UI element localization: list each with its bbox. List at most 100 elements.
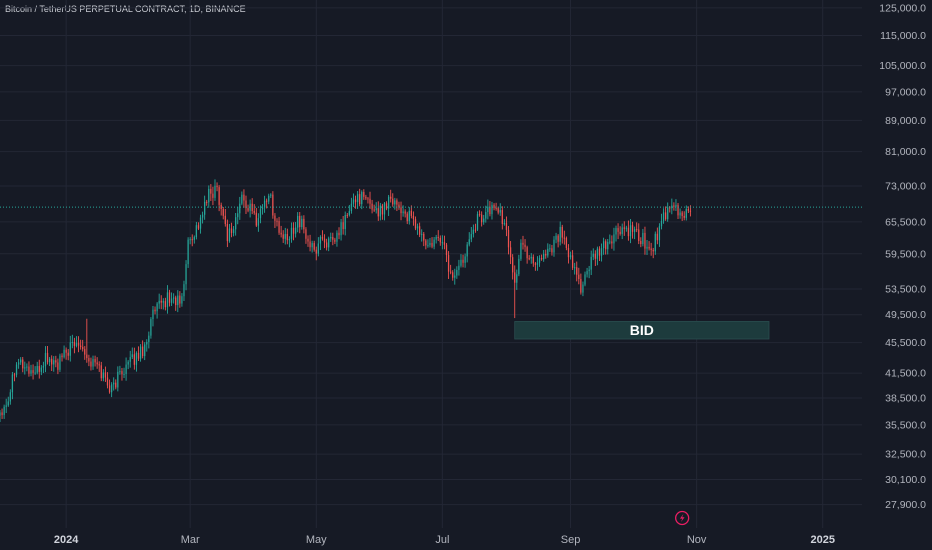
candle [42, 361, 45, 374]
candle [239, 196, 241, 220]
candle [681, 210, 683, 222]
candle-body [32, 370, 34, 373]
candle [363, 189, 365, 200]
candle [433, 237, 435, 250]
candle [580, 273, 582, 295]
candle [474, 223, 477, 233]
candle-body [592, 253, 594, 257]
candle [518, 254, 520, 277]
candle-body [538, 258, 541, 263]
candle [633, 226, 636, 240]
candle [286, 228, 288, 245]
candle-body [57, 362, 59, 370]
candle-body [243, 194, 245, 201]
candle-body [359, 194, 361, 205]
candle [216, 182, 218, 192]
candle [181, 293, 183, 307]
candle-body [425, 240, 427, 246]
price-axis[interactable]: 125,000.0 115,000.0 105,000.0 97,000.0 89,00… [862, 0, 932, 550]
candle [549, 244, 551, 252]
candle-body [336, 232, 338, 242]
candle-body [427, 245, 429, 247]
candle-body [152, 309, 154, 320]
candle [342, 215, 344, 235]
candle [309, 234, 311, 252]
candle-body [245, 200, 247, 209]
price-tick-label: 27,900.0 [885, 499, 926, 511]
candle-body [100, 365, 102, 379]
candle-body [412, 215, 415, 220]
candle [251, 198, 253, 215]
candle-body [123, 374, 125, 376]
candle [100, 361, 102, 382]
candle-body [127, 361, 129, 365]
candle-body [476, 214, 479, 230]
candle-body [468, 239, 470, 245]
candle-body [561, 226, 563, 238]
candle [456, 266, 458, 279]
candle-body [605, 241, 607, 250]
candle [385, 201, 388, 211]
candle-body [456, 269, 458, 276]
candle [361, 190, 363, 210]
candle [414, 216, 417, 231]
candle [133, 347, 136, 370]
candle-body [268, 195, 270, 202]
candle-body [524, 244, 526, 248]
candle-body [449, 271, 452, 273]
candle [478, 210, 481, 217]
candle [208, 185, 210, 208]
candle [268, 193, 270, 205]
candle-body [294, 227, 297, 234]
candle-body [249, 203, 251, 211]
bid-zone-label: BID [630, 322, 654, 338]
candle [172, 293, 175, 304]
lightning-icon-ring [675, 510, 690, 526]
candle-body [543, 254, 545, 260]
candle [3, 404, 5, 419]
candle [431, 237, 433, 249]
candle [625, 225, 627, 232]
candle-body [625, 227, 627, 229]
time-axis-bg [0, 528, 932, 550]
candle-body [162, 301, 164, 303]
candle-body [627, 227, 630, 237]
candle [274, 213, 276, 228]
candle-body [290, 227, 293, 239]
candle [356, 191, 359, 210]
candle-body [36, 366, 38, 373]
candle-body [369, 198, 371, 204]
candle-body [631, 225, 634, 232]
candle [582, 281, 584, 297]
candle-body [613, 234, 615, 244]
candle-body [574, 267, 576, 269]
candle-body [660, 220, 663, 227]
candle [505, 216, 508, 237]
candle-body [55, 360, 57, 363]
candle [20, 357, 22, 365]
candle-body [210, 188, 212, 194]
candle-body [92, 359, 94, 367]
candle-body [71, 341, 73, 343]
candle-body [545, 254, 547, 256]
candle-body [133, 354, 136, 365]
price-tick-label: 81,000.0 [885, 146, 926, 158]
candle [667, 202, 669, 222]
candle-body [528, 258, 530, 260]
candle-body [26, 366, 28, 368]
candle [226, 219, 229, 248]
candle [321, 230, 324, 241]
candle-body [212, 193, 214, 198]
candle [220, 202, 222, 216]
candle [602, 237, 605, 255]
candle-body [509, 247, 512, 258]
price-tick-label: 65,500.0 [885, 216, 926, 228]
candle-body [42, 366, 45, 368]
candle [280, 225, 282, 238]
candle [299, 212, 301, 234]
candle-body [394, 200, 396, 205]
candle [305, 227, 307, 244]
time-axis[interactable]: 2024 Mar May Jul Sep Nov 2025 [0, 528, 932, 550]
candle-body [530, 256, 532, 259]
